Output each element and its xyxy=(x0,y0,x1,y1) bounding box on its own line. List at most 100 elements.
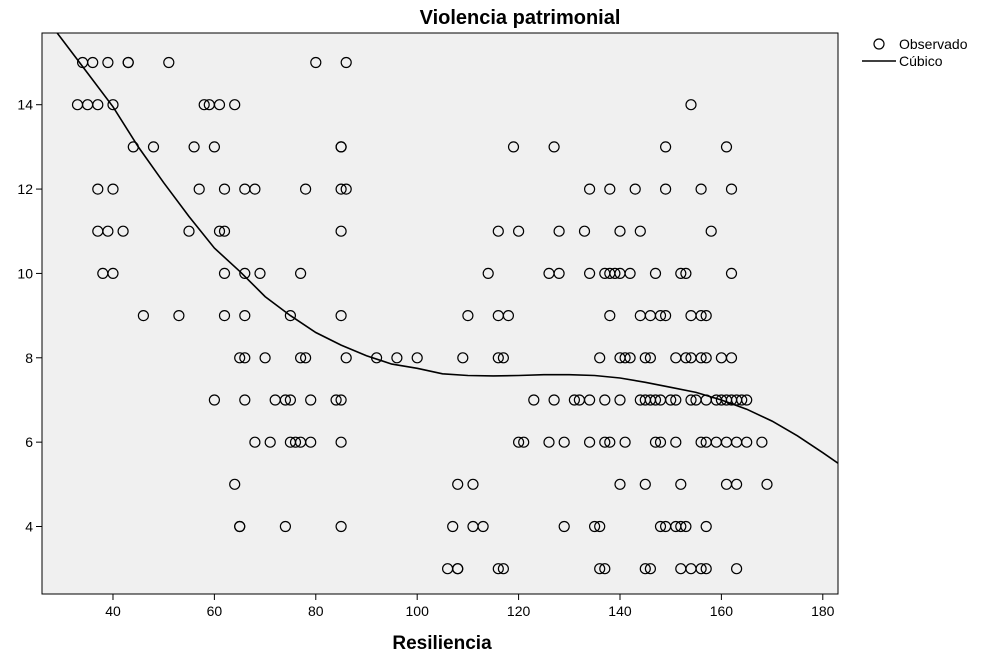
x-tick-label: 40 xyxy=(105,603,121,619)
observed-point xyxy=(548,394,560,406)
observed-point xyxy=(92,183,104,195)
y-tick-label: 6 xyxy=(25,434,33,450)
points-layer xyxy=(71,56,773,575)
observed-point xyxy=(173,310,185,322)
observed-point xyxy=(284,394,296,406)
observed-point xyxy=(639,478,651,490)
observed-point xyxy=(644,563,657,575)
x-tick-label: 60 xyxy=(207,603,223,619)
observed-point xyxy=(634,225,646,237)
observed-point xyxy=(741,436,753,448)
observed-point xyxy=(730,563,743,575)
observed-point xyxy=(183,225,195,237)
observed-point xyxy=(218,310,231,322)
observed-point xyxy=(654,520,667,533)
x-tick-label: 180 xyxy=(811,603,835,619)
observed-point xyxy=(512,436,525,448)
observed-point xyxy=(492,225,504,237)
observed-point xyxy=(507,141,520,153)
observed-point xyxy=(604,183,616,195)
observed-point xyxy=(300,183,312,195)
observed-point xyxy=(391,352,403,364)
observed-point xyxy=(583,267,596,279)
observed-point xyxy=(102,225,114,237)
observed-point xyxy=(614,394,626,406)
x-axis-label: Resiliencia xyxy=(392,633,492,654)
observed-point xyxy=(87,56,99,69)
observed-point xyxy=(649,394,662,406)
observed-point xyxy=(695,352,707,364)
observed-point xyxy=(218,225,231,237)
observed-point xyxy=(239,394,251,406)
observed-point xyxy=(193,183,205,195)
plot-area xyxy=(41,32,839,595)
observed-point xyxy=(619,436,631,448)
observed-point xyxy=(528,394,540,406)
observed-point xyxy=(639,352,651,364)
observed-point xyxy=(452,478,464,490)
observed-point xyxy=(614,478,626,490)
observed-point xyxy=(725,183,738,195)
observed-point xyxy=(163,56,175,69)
observed-point xyxy=(295,267,307,279)
observed-point xyxy=(457,352,469,364)
observed-point xyxy=(239,310,251,322)
observed-point xyxy=(279,394,291,406)
observed-point xyxy=(208,394,220,406)
observed-point xyxy=(305,436,317,448)
observed-point xyxy=(102,56,114,69)
observed-point xyxy=(675,267,687,279)
observed-point xyxy=(761,478,773,490)
x-axis: 40 60 80 100 120 140 160 180 xyxy=(105,594,835,619)
observed-point xyxy=(289,436,302,448)
observed-point xyxy=(644,352,657,364)
observed-point xyxy=(670,436,682,448)
observed-point xyxy=(583,436,596,448)
observed-point xyxy=(512,225,525,237)
observed-point xyxy=(239,267,251,279)
observed-point xyxy=(218,183,231,195)
observed-point xyxy=(213,99,226,111)
observed-point xyxy=(558,520,570,533)
observed-point xyxy=(583,183,596,195)
observed-point xyxy=(284,310,296,322)
observed-point xyxy=(659,141,672,153)
observed-point xyxy=(670,394,682,406)
x-tick-label: 80 xyxy=(308,603,324,619)
observed-point xyxy=(335,520,347,533)
observed-point xyxy=(107,99,119,111)
observed-point xyxy=(127,141,139,153)
observed-point xyxy=(482,267,494,279)
observed-point xyxy=(736,394,748,406)
observed-point xyxy=(619,352,631,364)
observed-point xyxy=(305,394,317,406)
observed-point xyxy=(558,436,570,448)
observed-point xyxy=(239,352,251,364)
observed-point xyxy=(695,310,707,322)
observed-point xyxy=(553,267,565,279)
observed-point xyxy=(340,183,352,195)
observed-point xyxy=(543,436,555,448)
observed-point xyxy=(583,394,596,406)
observed-point xyxy=(188,141,200,153)
observed-point xyxy=(335,225,347,237)
observed-point xyxy=(700,352,712,364)
observed-point xyxy=(340,56,352,69)
observed-point xyxy=(335,141,347,153)
x-tick-label: 100 xyxy=(406,603,430,619)
observed-point xyxy=(700,310,712,322)
observed-point xyxy=(295,352,307,364)
observed-point xyxy=(604,436,616,448)
observed-point xyxy=(695,563,707,575)
y-tick-label: 8 xyxy=(25,350,33,366)
x-tick-label: 140 xyxy=(608,603,632,619)
observed-point xyxy=(604,310,616,322)
observed-point xyxy=(599,563,611,575)
observed-point xyxy=(259,352,271,364)
observed-point xyxy=(208,141,220,153)
y-tick-label: 12 xyxy=(17,181,33,197)
observed-point xyxy=(518,436,530,448)
observed-point xyxy=(548,141,560,153)
observed-point xyxy=(218,267,231,279)
y-tick-label: 10 xyxy=(17,265,33,281)
